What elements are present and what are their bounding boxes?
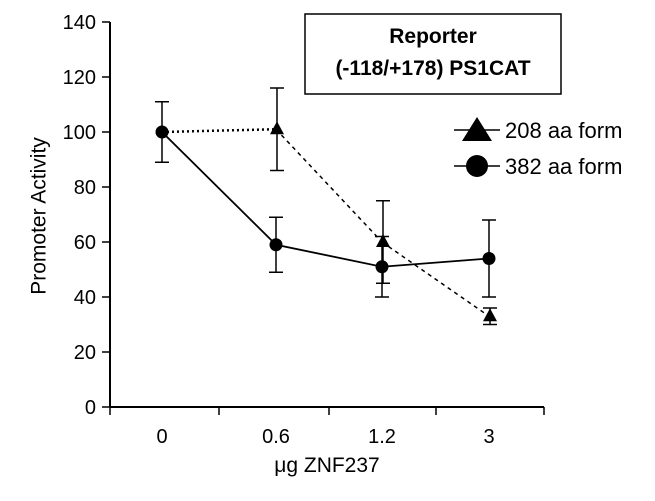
legend: 208 aa form 382 aa form [454,117,622,179]
y-tick-label: 20 [74,342,96,364]
series-382aa-point [375,260,389,274]
series-208aa-point [270,121,284,135]
annotation-line-2: (-118/+178) PS1CAT [335,57,530,80]
y-tick-label: 100 [63,122,96,144]
y-tick-label: 120 [63,67,96,89]
legend-triangle-marker [462,117,492,141]
x-tick-label: 0 [156,426,167,448]
x-axis-label: μg ZNF237 [274,454,379,477]
series-382aa-line [161,131,490,268]
error-bars [155,87,497,326]
annotation-line-1: Reporter [389,25,477,48]
series-382aa-point [155,125,169,139]
series-382aa-point [269,238,283,252]
series-382aa-point [482,252,496,265]
legend-item-382aa: 382 aa form [454,154,622,179]
x-tick-label: 1.2 [368,426,396,448]
series-208aa-point [483,308,497,322]
annotation-box: Reporter (-118/+178) PS1CAT [304,13,562,95]
data-markers [155,121,497,322]
x-tick-label: 3 [483,426,494,448]
series-208aa-line-segment [161,128,277,134]
y-tick-label: 60 [74,232,96,254]
legend-item-208aa: 208 aa form [454,117,622,143]
series-208aa-point [376,234,390,247]
x-tick-label: 0.6 [262,426,290,448]
legend-circle-marker [466,155,488,177]
annotation-frame [304,13,562,95]
y-tick-label: 140 [63,12,96,34]
legend-label-382aa: 382 aa form [505,154,622,179]
series-lines [161,128,490,317]
y-ticks: 0 20 40 60 80 100 120 140 [63,12,110,419]
series-208aa-line-segment [381,241,490,317]
y-tick-label: 80 [74,177,96,199]
legend-label-208aa: 208 aa form [505,118,622,143]
x-ticks: 0 0.6 1.2 3 [109,407,545,448]
y-tick-label: 40 [74,287,96,309]
y-tick-label: 0 [85,397,96,419]
y-axis-label: Promoter Activity [28,137,51,295]
series-208aa-line-segment [275,128,383,243]
